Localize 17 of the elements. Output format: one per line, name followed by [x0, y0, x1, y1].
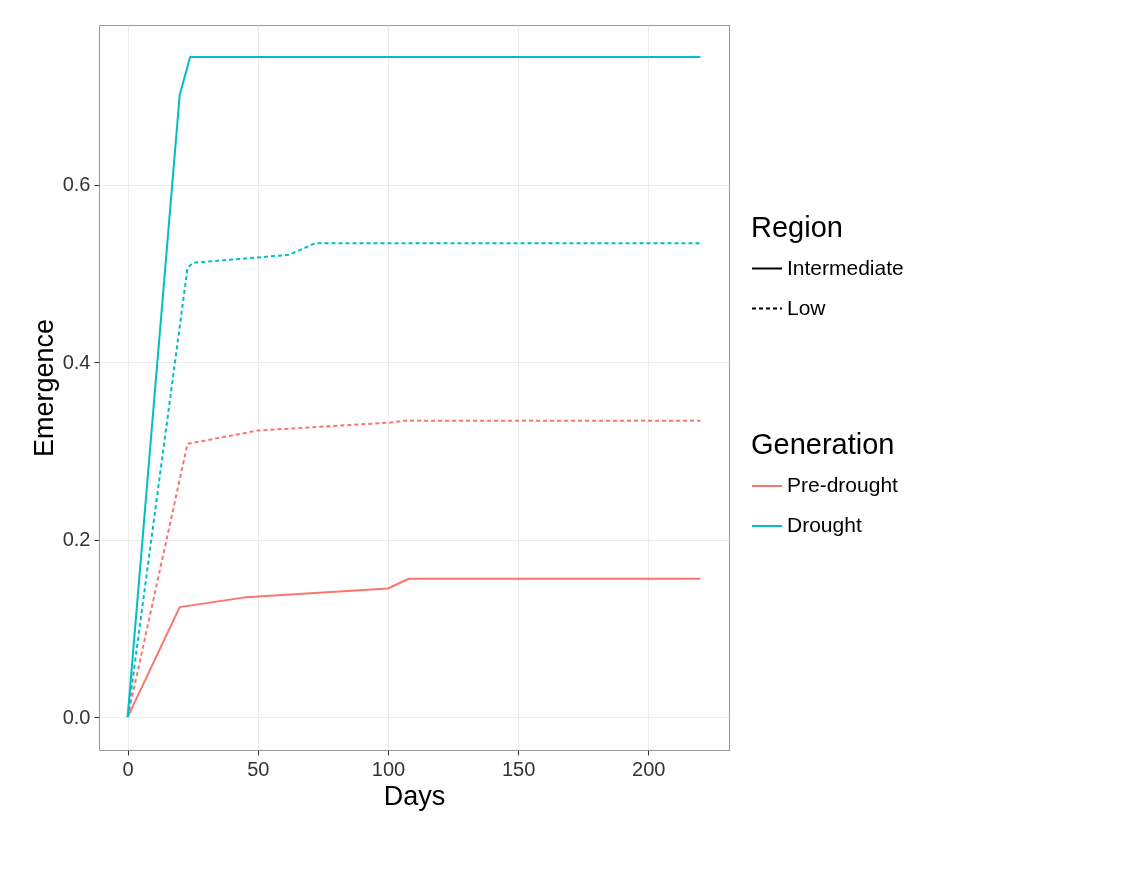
x-tick-label: 0 — [122, 757, 134, 780]
legend-label: Pre-drought — [787, 473, 899, 496]
x-tick-label: 100 — [371, 757, 406, 780]
y-tick-label: 0.2 — [62, 528, 91, 551]
x-tick-label: 50 — [247, 757, 270, 780]
x-tick-label: 200 — [632, 757, 666, 780]
y-tick-label: 0.4 — [62, 350, 91, 373]
legend-label: Low — [787, 295, 827, 319]
text: Region — [751, 210, 843, 243]
x-tick-label: 150 — [501, 757, 536, 780]
x-axis-title: Days — [383, 780, 446, 811]
y-tick-label: 0.0 — [62, 705, 91, 728]
y-tick-label: 0.6 — [62, 173, 91, 196]
legend-label: Intermediate — [787, 255, 904, 279]
y-axis-title: Emergence — [28, 318, 59, 458]
text: Generation — [751, 428, 895, 460]
legend-label: Drought — [787, 513, 862, 536]
